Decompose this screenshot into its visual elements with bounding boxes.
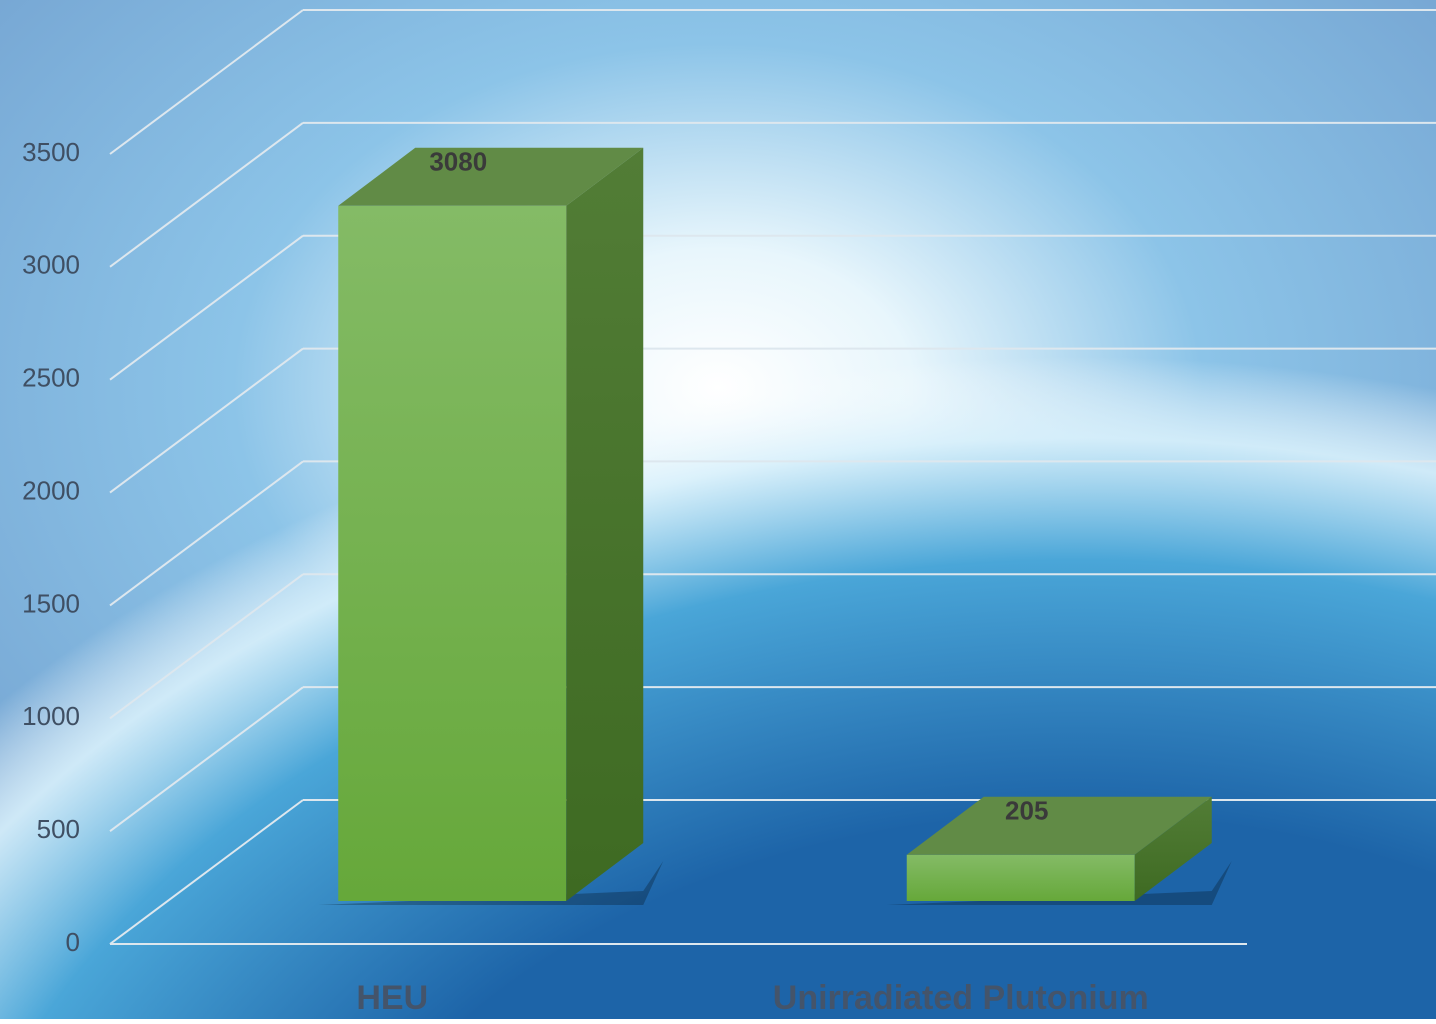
data-label: 205 [1005, 796, 1048, 826]
chart: 0 500 1000 1500 2000 2500 3000 3500 HEU 3080 Unirr… [0, 0, 1436, 1019]
y-tick-label: 1000 [22, 701, 80, 731]
y-tick-label: 2000 [22, 475, 80, 505]
y-tick-label: 1500 [22, 588, 80, 618]
bar-front [338, 206, 566, 901]
y-tick-label: 500 [37, 814, 80, 844]
data-label: 3080 [429, 147, 487, 177]
y-tick-label: 3500 [22, 137, 80, 167]
x-tick-label: HEU [356, 979, 428, 1017]
y-tick-label: 0 [66, 927, 80, 957]
x-tick-label: Unirradiated Plutonium [773, 979, 1149, 1017]
y-tick-label: 3000 [22, 250, 80, 280]
y-tick-label: 2500 [22, 363, 80, 393]
bar-side [566, 148, 643, 901]
bar-front [907, 855, 1135, 901]
bar [318, 148, 663, 905]
